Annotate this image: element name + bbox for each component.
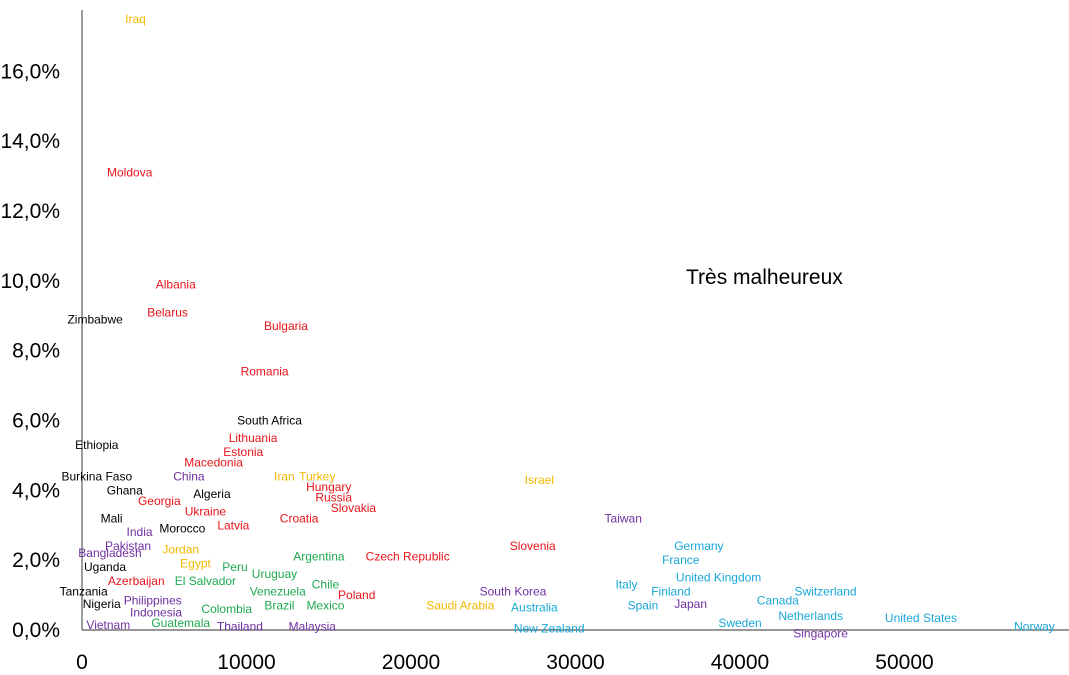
data-point-label: Ghana — [107, 483, 143, 497]
chart-annotation: Très malheureux — [686, 266, 843, 289]
x-tick-label: 30000 — [546, 651, 604, 674]
data-point-label: Macedonia — [184, 455, 243, 469]
data-point-label: Burkina Faso — [61, 469, 132, 483]
data-point-label: Israel — [525, 473, 554, 487]
data-point-label: Bulgaria — [264, 319, 308, 333]
data-point-label: Brazil — [264, 599, 294, 613]
data-point-label: Czech Republic — [366, 550, 450, 564]
axes — [81, 10, 1069, 631]
data-point-label: Switzerland — [795, 585, 857, 599]
data-point-label: Indonesia — [130, 606, 182, 620]
y-tick-labels: 0,0% 2,0% 4,0% 6,0% 8,0% 10,0% 12,0% 14,0% 16,0% — [0, 60, 60, 642]
data-point-label: Peru — [222, 560, 247, 574]
y-tick-label: 8,0% — [12, 340, 60, 363]
data-point-label: Spain — [628, 599, 659, 613]
data-point-label: Tanzania — [60, 585, 108, 599]
data-point-label: Norway — [1014, 620, 1055, 634]
data-point-label: Sweden — [718, 616, 761, 630]
data-point-label: Belarus — [147, 305, 188, 319]
data-point-label: India — [127, 525, 153, 539]
data-point-label: Mexico — [306, 599, 344, 613]
data-point-label: Italy — [615, 578, 637, 592]
data-point-label: Ukraine — [185, 504, 227, 518]
data-point-label: Argentina — [293, 550, 345, 564]
data-point-label: Malaysia — [289, 620, 337, 634]
data-point-label: New Zealand — [514, 621, 585, 635]
data-point-label: Egypt — [180, 557, 211, 571]
data-point-label: Turkey — [299, 469, 335, 483]
data-point-label: Slovakia — [331, 501, 377, 515]
x-tick-label: 20000 — [382, 651, 440, 674]
data-point-label: El Salvador — [175, 574, 236, 588]
x-tick-label: 0 — [76, 651, 88, 674]
data-point-label: Russia — [315, 490, 352, 504]
data-point-label: Vietnam — [86, 618, 130, 632]
data-point-label: Romania — [241, 365, 289, 379]
y-tick-label: 6,0% — [12, 410, 60, 433]
y-tick-label: 10,0% — [0, 270, 60, 293]
data-point-label: Pakistan — [105, 539, 151, 553]
data-point-label: Uganda — [84, 560, 126, 574]
data-point-label: Moldova — [107, 166, 153, 180]
y-tick-label: 16,0% — [0, 60, 60, 83]
data-point-label: Singapore — [793, 626, 848, 640]
data-point-label: Bangladesh — [78, 546, 141, 560]
y-tick-label: 12,0% — [0, 200, 60, 223]
data-point-label: Zimbabwe — [67, 312, 123, 326]
data-point-label: Croatia — [280, 511, 319, 525]
data-point-label: Mali — [101, 511, 123, 525]
data-point-label: Netherlands — [778, 609, 843, 623]
data-point-label: Philippines — [124, 593, 182, 607]
x-tick-label: 50000 — [875, 651, 933, 674]
data-point-label: Chile — [312, 578, 340, 592]
y-tick-label: 0,0% — [12, 619, 60, 642]
data-point-label: Uruguay — [252, 567, 297, 581]
data-point-label: Algeria — [193, 487, 231, 501]
data-point-label: United Kingdom — [676, 571, 761, 585]
data-point-label: Japan — [674, 597, 707, 611]
data-point-label: Jordan — [162, 543, 199, 557]
data-point-label: South Africa — [237, 414, 302, 428]
y-tick-label: 14,0% — [0, 130, 60, 153]
x-tick-label: 10000 — [217, 651, 275, 674]
data-point-label: Morocco — [159, 522, 205, 536]
data-point-label: Australia — [511, 600, 558, 614]
data-point-label: Georgia — [138, 494, 181, 508]
data-point-label: Azerbaijan — [108, 574, 165, 588]
data-point-label: Germany — [674, 539, 723, 553]
data-point-label: Colombia — [201, 602, 252, 616]
x-tick-label: 40000 — [711, 651, 769, 674]
data-point-label: Lithuania — [229, 431, 278, 445]
data-point-label: Hungary — [306, 480, 351, 494]
data-point-label: Iraq — [125, 12, 146, 26]
data-point-label: Iran — [274, 469, 295, 483]
data-point-label: Nigeria — [83, 597, 121, 611]
data-point-label: Venezuela — [250, 585, 306, 599]
data-point-label: Latvia — [217, 518, 249, 532]
data-point-label: Slovenia — [510, 539, 556, 553]
data-point-label: Estonia — [223, 445, 263, 459]
data-point-label: France — [662, 553, 700, 567]
y-tick-label: 2,0% — [12, 549, 60, 572]
data-point-label: Guatemala — [151, 616, 210, 630]
data-point-label: Canada — [757, 593, 799, 607]
data-point-label: Ethiopia — [75, 438, 119, 452]
data-point-label: Saudi Arabia — [426, 599, 494, 613]
data-point-label: Taiwan — [605, 511, 642, 525]
x-tick-labels: 0 10000 20000 30000 40000 50000 — [76, 651, 934, 674]
data-point-label: South Korea — [480, 585, 547, 599]
data-labels: Iraq Moldova Albania Belarus Zimbabwe Bulgari… — [60, 12, 1055, 641]
data-point-label: Finland — [651, 585, 690, 599]
data-point-label: Albania — [156, 277, 196, 291]
data-point-label: Thailand — [217, 620, 263, 634]
y-tick-label: 4,0% — [12, 479, 60, 502]
data-point-label: China — [173, 469, 205, 483]
data-point-label: Poland — [338, 588, 375, 602]
data-point-label: United States — [885, 611, 957, 625]
